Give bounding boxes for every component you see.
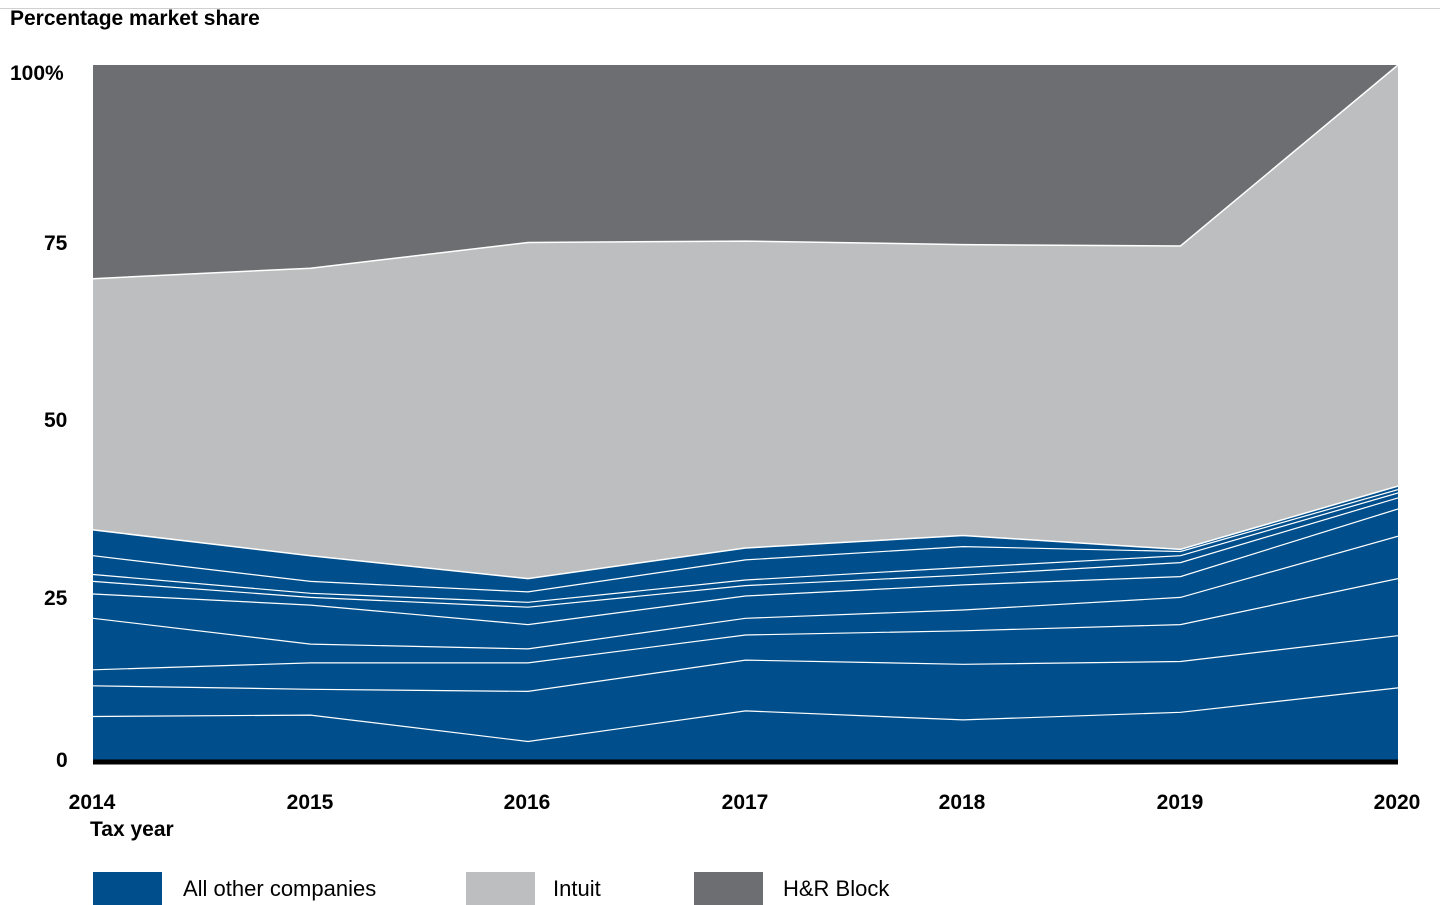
x-tick-label-2020: 2020 [1373, 791, 1421, 814]
area-hr-block [93, 65, 1398, 279]
legend-swatch-hr-block [694, 872, 763, 905]
other-company-boundary-line-8 [92, 489, 1399, 593]
y-tick-label-75: 75 [44, 232, 68, 255]
x-tick-label-2014: 2014 [68, 791, 116, 814]
series-boundary-line-intuit [92, 64, 1399, 280]
x-tick-label-2017: 2017 [721, 791, 769, 814]
other-company-boundary-line-4 [92, 535, 1399, 650]
legend-label-all-other-companies: All other companies [183, 876, 377, 901]
legend-label-intuit: Intuit [553, 876, 601, 901]
legend-swatch-intuit [466, 872, 535, 905]
legend-swatch-all-other-companies [93, 872, 162, 905]
x-axis-title: Tax year [90, 818, 174, 841]
other-company-boundary-line-2 [92, 635, 1399, 693]
y-axis-title: Percentage market share [10, 7, 260, 30]
y-tick-label-100: 100% [10, 62, 64, 85]
chart-areas [93, 65, 1398, 761]
y-tick-label-50: 50 [44, 409, 68, 432]
other-company-boundary-line-3 [92, 578, 1399, 671]
chart-boundary-lines [92, 64, 1399, 743]
legend-label-hr-block: H&R Block [783, 876, 890, 901]
x-tick-label-2015: 2015 [286, 791, 334, 814]
x-tick-label-2016: 2016 [503, 791, 551, 814]
area-all-other-companies [93, 486, 1398, 761]
other-company-boundary-line-6 [92, 497, 1399, 608]
y-tick-label-25: 25 [44, 587, 68, 610]
other-company-boundary-line-1 [92, 687, 1399, 743]
y-tick-label-0: 0 [56, 749, 68, 772]
series-boundary-line-all-other-companies [92, 485, 1399, 580]
area-intuit [93, 65, 1398, 579]
other-company-boundary-line-5 [92, 508, 1399, 626]
x-tick-label-2018: 2018 [938, 791, 986, 814]
top-rule [0, 8, 1440, 9]
x-tick-label-2019: 2019 [1156, 791, 1204, 814]
other-company-boundary-line-7 [92, 492, 1399, 603]
